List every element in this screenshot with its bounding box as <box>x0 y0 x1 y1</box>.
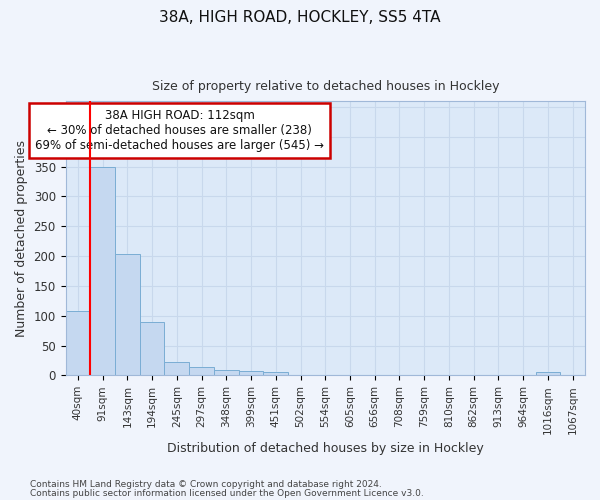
Bar <box>65 311 90 376</box>
Bar <box>214 370 239 376</box>
Title: Size of property relative to detached houses in Hockley: Size of property relative to detached ho… <box>152 80 499 93</box>
Bar <box>263 372 288 376</box>
Bar <box>536 372 560 376</box>
Text: 38A HIGH ROAD: 112sqm
← 30% of detached houses are smaller (238)
69% of semi-det: 38A HIGH ROAD: 112sqm ← 30% of detached … <box>35 110 325 152</box>
Bar <box>90 166 115 376</box>
Y-axis label: Number of detached properties: Number of detached properties <box>15 140 28 336</box>
Bar <box>115 254 140 376</box>
Bar <box>164 362 189 376</box>
Text: 38A, HIGH ROAD, HOCKLEY, SS5 4TA: 38A, HIGH ROAD, HOCKLEY, SS5 4TA <box>159 10 441 25</box>
Bar <box>239 370 263 376</box>
X-axis label: Distribution of detached houses by size in Hockley: Distribution of detached houses by size … <box>167 442 484 455</box>
Text: Contains public sector information licensed under the Open Government Licence v3: Contains public sector information licen… <box>30 488 424 498</box>
Bar <box>140 322 164 376</box>
Bar <box>189 367 214 376</box>
Text: Contains HM Land Registry data © Crown copyright and database right 2024.: Contains HM Land Registry data © Crown c… <box>30 480 382 489</box>
